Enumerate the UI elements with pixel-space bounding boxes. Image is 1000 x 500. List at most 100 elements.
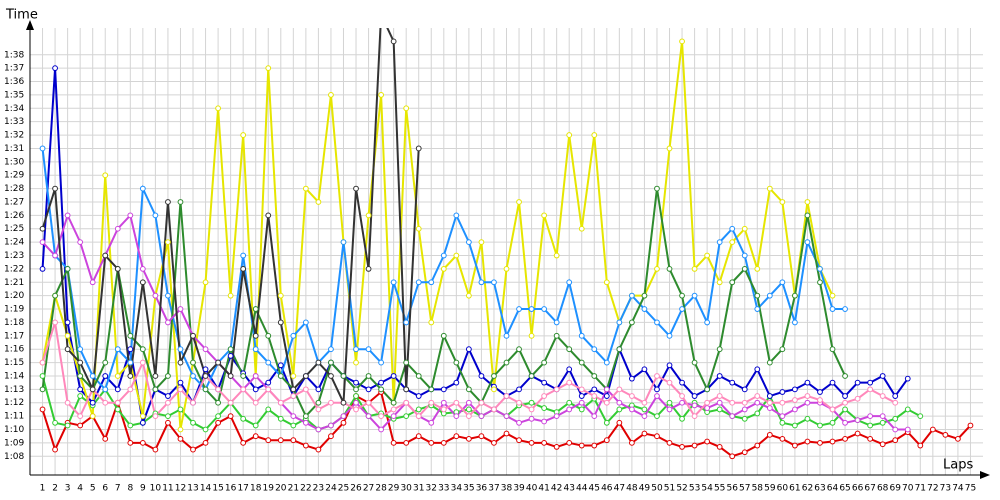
lap-marker bbox=[465, 406, 472, 413]
x-tick-label: 33 bbox=[438, 484, 449, 494]
lap-marker bbox=[353, 406, 359, 413]
y-tick-label: 1:13 bbox=[4, 385, 24, 395]
x-tick-label: 61 bbox=[789, 484, 800, 494]
lap-marker bbox=[64, 422, 71, 429]
lap-marker bbox=[102, 252, 109, 259]
lap-marker bbox=[252, 373, 259, 379]
lap-marker bbox=[704, 319, 711, 326]
x-tick-label: 5 bbox=[90, 484, 96, 494]
lap-marker bbox=[616, 319, 623, 326]
lap-marker bbox=[716, 373, 723, 379]
lap-marker bbox=[127, 422, 134, 429]
lap-marker bbox=[716, 393, 723, 399]
lap-marker bbox=[766, 393, 773, 399]
y-tick-label: 1:36 bbox=[4, 77, 24, 87]
lap-marker bbox=[829, 346, 836, 353]
x-tick-label: 66 bbox=[852, 484, 864, 494]
lap-marker bbox=[77, 239, 84, 246]
lap-marker bbox=[892, 399, 899, 406]
lap-marker bbox=[566, 399, 573, 406]
lap-marker bbox=[265, 406, 272, 413]
x-tick-label: 32 bbox=[426, 484, 437, 494]
y-tick-label: 1:22 bbox=[4, 264, 24, 274]
lap-marker bbox=[842, 393, 848, 399]
lap-marker bbox=[190, 332, 196, 339]
lap-marker bbox=[741, 386, 748, 393]
lap-marker bbox=[453, 399, 460, 406]
lap-marker bbox=[240, 265, 247, 272]
x-tick-label: 42 bbox=[551, 484, 562, 494]
lap-marker bbox=[240, 252, 247, 259]
lap-marker bbox=[478, 373, 485, 379]
x-tick-label: 59 bbox=[764, 484, 776, 494]
lap-marker bbox=[516, 306, 522, 312]
lap-marker bbox=[190, 359, 196, 366]
lap-marker bbox=[290, 332, 297, 339]
lap-marker bbox=[465, 413, 472, 420]
lap-marker bbox=[654, 319, 660, 326]
lap-marker bbox=[641, 306, 648, 312]
lap-marker bbox=[39, 373, 46, 379]
lap-marker bbox=[541, 439, 548, 446]
y-tick-label: 1:34 bbox=[4, 104, 24, 114]
lap-marker bbox=[252, 422, 259, 429]
lap-marker bbox=[165, 319, 171, 326]
lap-marker bbox=[829, 379, 836, 386]
lap-marker bbox=[465, 346, 472, 353]
lap-marker bbox=[729, 379, 736, 386]
lap-marker bbox=[89, 386, 96, 393]
lap-marker bbox=[942, 431, 949, 438]
lap-marker bbox=[215, 359, 221, 366]
lap-marker bbox=[52, 292, 58, 299]
lap-marker bbox=[779, 346, 786, 353]
lap-marker bbox=[77, 413, 84, 420]
lap-marker bbox=[654, 393, 660, 399]
lap-marker bbox=[867, 379, 874, 386]
lap-marker bbox=[654, 413, 660, 420]
lap-marker bbox=[879, 441, 886, 448]
lap-marker bbox=[290, 393, 297, 399]
lap-marker bbox=[641, 413, 648, 420]
lap-marker bbox=[892, 426, 899, 433]
lap-marker bbox=[52, 446, 58, 453]
x-tick-label: 34 bbox=[451, 484, 463, 494]
lap-marker bbox=[403, 319, 410, 326]
lap-marker bbox=[277, 437, 284, 444]
lap-marker bbox=[240, 386, 247, 393]
lap-marker bbox=[290, 386, 297, 393]
lap-marker bbox=[766, 359, 773, 366]
y-tick-label: 1:10 bbox=[4, 425, 24, 435]
lap-marker bbox=[177, 386, 184, 393]
lap-marker bbox=[89, 373, 96, 379]
lap-marker bbox=[403, 413, 410, 420]
lap-marker bbox=[227, 292, 234, 299]
lap-marker bbox=[729, 225, 736, 232]
lap-marker bbox=[428, 419, 435, 426]
x-tick-label: 54 bbox=[701, 484, 713, 494]
lap-marker bbox=[528, 332, 535, 339]
lap-marker bbox=[114, 225, 121, 232]
y-tick-label: 1:14 bbox=[4, 371, 24, 381]
lap-marker bbox=[729, 413, 736, 420]
lap-marker bbox=[353, 346, 359, 353]
y-axis-title: Time bbox=[5, 8, 38, 23]
lap-marker bbox=[591, 442, 598, 449]
lap-marker bbox=[353, 393, 359, 399]
lap-marker bbox=[641, 399, 648, 406]
lap-marker bbox=[541, 212, 548, 219]
lap-marker bbox=[679, 379, 685, 386]
x-axis-arrow bbox=[980, 471, 990, 479]
lap-marker bbox=[315, 406, 322, 413]
lap-marker bbox=[516, 199, 522, 205]
lap-marker bbox=[716, 279, 723, 286]
lap-marker bbox=[139, 359, 146, 366]
lap-marker bbox=[842, 373, 848, 379]
lap-marker bbox=[265, 212, 272, 219]
lap-marker bbox=[127, 346, 134, 353]
lap-marker bbox=[453, 252, 460, 259]
lap-marker bbox=[716, 399, 723, 406]
lap-marker bbox=[440, 439, 447, 446]
lap-marker bbox=[679, 38, 685, 45]
y-tick-label: 1:08 bbox=[4, 452, 24, 462]
